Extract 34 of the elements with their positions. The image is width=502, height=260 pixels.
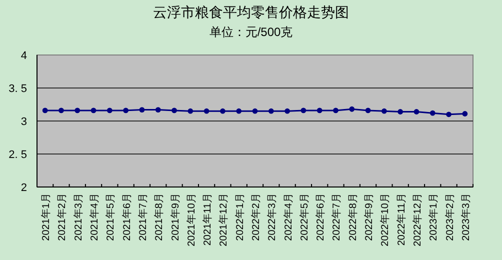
- x-tick-label: 2021年7月: [136, 193, 149, 241]
- x-tick-label: 2021年3月: [72, 193, 84, 241]
- x-tick-label: 2021年5月: [104, 193, 117, 241]
- y-tick-label: 2: [20, 182, 27, 194]
- x-tick-label: 2023年3月: [460, 193, 472, 241]
- y-tick-label: 3. 5: [8, 83, 27, 95]
- x-tick-label: 2022年12月: [411, 193, 424, 246]
- x-tick-label: 2022年4月: [282, 193, 294, 241]
- x-tick-label: 2022年9月: [363, 193, 376, 241]
- x-tick-label: 2022年2月: [250, 193, 262, 241]
- chart-title: 云浮市粮食平均零售价格走势图: [153, 5, 349, 21]
- x-tick-label: 2023年2月: [444, 193, 456, 241]
- x-tick-label: 2022年11月: [395, 193, 408, 246]
- x-tick-label: 2022年8月: [346, 193, 359, 241]
- x-tick-label: 2022年3月: [266, 193, 278, 241]
- y-tick-label: 4: [20, 50, 27, 62]
- x-tick-label: 2022年1月: [234, 193, 246, 241]
- x-tick-label: 2021年6月: [120, 193, 133, 241]
- x-tick-label: 2021年12月: [218, 193, 230, 246]
- x-tick-label: 2021年8月: [153, 193, 166, 241]
- x-tick-label: 2022年6月: [314, 193, 327, 241]
- y-tick-label: 2. 5: [8, 149, 27, 161]
- x-tick-label: 2023年1月: [428, 193, 440, 241]
- x-tick-label: 2021年9月: [169, 193, 182, 241]
- x-tick-label: 2021年11月: [202, 193, 214, 246]
- x-tick-label: 2021年2月: [56, 193, 68, 241]
- x-tick-label: 2022年7月: [330, 193, 343, 241]
- y-tick-label: 3: [20, 116, 27, 128]
- x-tick-label: 2021年4月: [88, 193, 101, 241]
- x-tick-label: 2022年5月: [298, 193, 310, 241]
- x-tick-label: 2021年1月: [40, 193, 52, 241]
- x-tick-label: 2022年10月: [379, 193, 392, 246]
- x-tick-label: 2021年10月: [185, 193, 198, 246]
- chart-subtitle: 单位：元/500克: [209, 25, 293, 39]
